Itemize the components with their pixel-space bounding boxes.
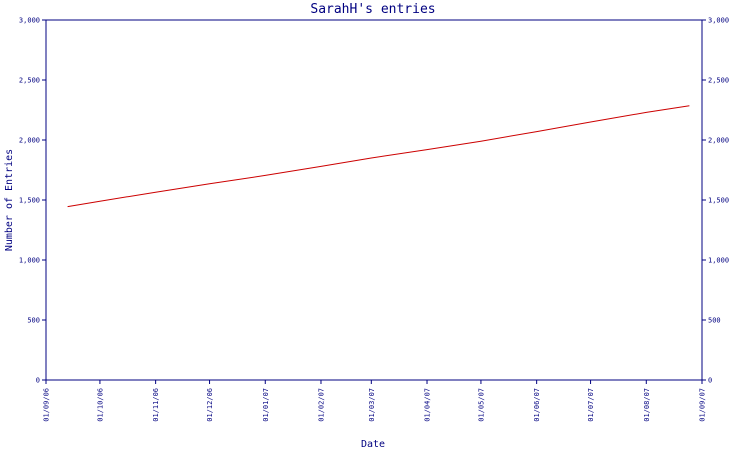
y-tick-label-right: 1,000 bbox=[708, 257, 729, 265]
x-tick-label: 01/11/06 bbox=[152, 388, 160, 422]
series-layer bbox=[67, 105, 690, 208]
x-axis: 01/09/06 01/10/06 01/11/06 01/12/06 01/01/07… bbox=[43, 380, 707, 422]
y-tick-label-right: 2,000 bbox=[708, 137, 729, 145]
y-axis-right: 0 500 1,000 1,500 2,000 2,500 3,000 bbox=[702, 17, 729, 385]
y-tick-label-left: 500 bbox=[27, 317, 40, 325]
y-tick-label-left: 3,000 bbox=[19, 17, 40, 25]
y-tick-label-right: 0 bbox=[708, 377, 712, 385]
y-tick-label-right: 500 bbox=[708, 317, 721, 325]
x-tick-label: 01/02/07 bbox=[317, 388, 325, 422]
y-axis-label: Number of Entries bbox=[4, 149, 15, 251]
y-tick-label-left: 1,500 bbox=[19, 197, 40, 205]
x-tick-label: 01/10/06 bbox=[96, 388, 104, 422]
y-tick-label-left: 2,000 bbox=[19, 137, 40, 145]
x-tick-label: 01/03/07 bbox=[368, 388, 376, 422]
y-tick-label-left: 0 bbox=[36, 377, 40, 385]
chart-title: SarahH's entries bbox=[310, 2, 435, 17]
series-line bbox=[67, 105, 690, 208]
x-tick-label: 01/04/07 bbox=[424, 388, 432, 422]
x-tick-label: 01/08/07 bbox=[643, 388, 651, 422]
x-tick-label: 01/09/06 bbox=[43, 388, 51, 422]
y-tick-label-right: 3,000 bbox=[708, 17, 729, 25]
y-axis-left: 0 500 1,000 1,500 2,000 2,500 3,000 bbox=[19, 17, 46, 385]
x-axis-label: Date bbox=[361, 439, 385, 450]
x-tick-label: 01/06/07 bbox=[533, 388, 541, 422]
x-tick-label: 01/09/07 bbox=[699, 388, 707, 422]
y-tick-label-right: 1,500 bbox=[708, 197, 729, 205]
y-tick-label-left: 2,500 bbox=[19, 77, 40, 85]
x-tick-label: 01/01/07 bbox=[262, 388, 270, 422]
x-tick-label: 01/05/07 bbox=[477, 388, 485, 422]
x-tick-label: 01/07/07 bbox=[587, 388, 595, 422]
x-tick-label: 01/12/06 bbox=[206, 388, 214, 422]
y-tick-label-left: 1,000 bbox=[19, 257, 40, 265]
y-tick-label-right: 2,500 bbox=[708, 77, 729, 85]
plot-frame bbox=[45, 19, 703, 381]
